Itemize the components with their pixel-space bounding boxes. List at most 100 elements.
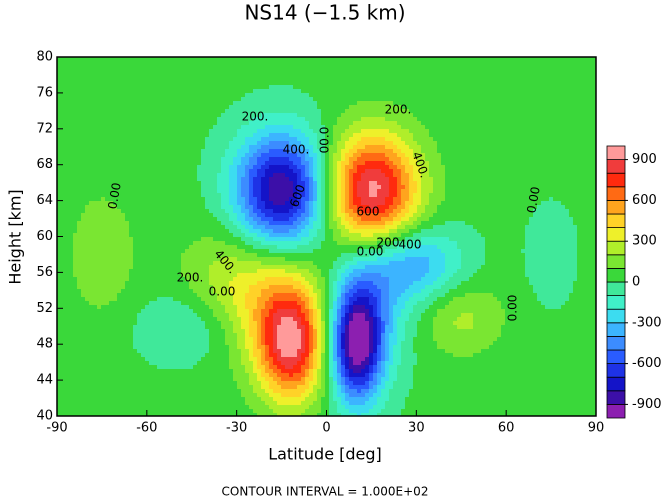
- field-cell: [165, 65, 170, 70]
- field-cell: [217, 269, 222, 274]
- field-cell: [193, 257, 198, 262]
- field-cell: [73, 293, 78, 298]
- field-cell: [261, 261, 266, 266]
- field-cell: [237, 89, 242, 94]
- field-cell: [197, 249, 202, 254]
- field-cell: [109, 317, 114, 322]
- field-cell: [73, 105, 78, 110]
- field-cell: [225, 409, 230, 414]
- field-cell: [113, 377, 118, 382]
- field-cell: [225, 221, 230, 226]
- field-cell: [85, 389, 90, 394]
- field-cell: [209, 241, 214, 246]
- field-cell: [181, 337, 186, 342]
- field-cell: [57, 181, 62, 186]
- field-cell: [269, 377, 274, 382]
- field-cell: [241, 173, 246, 178]
- field-cell: [117, 373, 122, 378]
- field-cell: [157, 393, 162, 398]
- field-cell: [253, 153, 258, 158]
- field-cell: [213, 77, 218, 82]
- field-cell: [157, 313, 162, 318]
- field-cell: [201, 181, 206, 186]
- field-cell: [209, 173, 214, 178]
- field-cell: [93, 397, 98, 402]
- field-cell: [249, 209, 254, 214]
- field-cell: [201, 409, 206, 414]
- field-cell: [233, 177, 238, 182]
- field-cell: [149, 381, 154, 386]
- field-cell: [193, 265, 198, 270]
- field-cell: [181, 405, 186, 410]
- field-cell: [125, 257, 130, 262]
- field-cell: [273, 373, 278, 378]
- field-cell: [65, 381, 70, 386]
- field-cell: [157, 369, 162, 374]
- field-cell: [173, 349, 178, 354]
- field-cell: [201, 145, 206, 150]
- field-cell: [269, 349, 274, 354]
- field-cell: [269, 197, 274, 202]
- field-cell: [261, 57, 266, 62]
- field-cell: [213, 109, 218, 114]
- field-cell: [217, 209, 222, 214]
- field-cell: [169, 121, 174, 126]
- field-cell: [197, 165, 202, 170]
- field-cell: [173, 173, 178, 178]
- field-cell: [77, 149, 82, 154]
- field-cell: [145, 389, 150, 394]
- field-cell: [69, 301, 74, 306]
- field-cell: [193, 325, 198, 330]
- field-cell: [65, 393, 70, 398]
- field-cell: [241, 169, 246, 174]
- field-cell: [249, 69, 254, 74]
- field-cell: [217, 113, 222, 118]
- field-cell: [201, 105, 206, 110]
- field-cell: [145, 393, 150, 398]
- field-cell: [149, 57, 154, 62]
- field-cell: [113, 317, 118, 322]
- field-cell: [93, 77, 98, 82]
- field-cell: [261, 141, 266, 146]
- field-cell: [273, 409, 278, 414]
- field-cell: [257, 185, 262, 190]
- field-cell: [217, 413, 222, 417]
- field-cell: [141, 249, 146, 254]
- field-cell: [61, 237, 66, 242]
- field-cell: [129, 265, 134, 270]
- field-cell: [73, 197, 78, 202]
- field-cell: [265, 409, 270, 414]
- field-cell: [125, 173, 130, 178]
- field-cell: [89, 297, 94, 302]
- field-cell: [133, 65, 138, 70]
- field-cell: [213, 213, 218, 218]
- field-cell: [105, 65, 110, 70]
- field-cell: [233, 173, 238, 178]
- field-cell: [273, 245, 278, 250]
- field-cell: [125, 61, 130, 66]
- field-cell: [69, 333, 74, 338]
- field-cell: [61, 405, 66, 410]
- field-cell: [145, 273, 150, 278]
- field-cell: [189, 213, 194, 218]
- field-cell: [209, 345, 214, 350]
- field-cell: [69, 405, 74, 410]
- field-cell: [145, 261, 150, 266]
- field-cell: [81, 209, 86, 214]
- field-cell: [141, 253, 146, 258]
- field-cell: [81, 197, 86, 202]
- field-cell: [105, 153, 110, 158]
- field-cell: [61, 225, 66, 230]
- field-cell: [117, 217, 122, 222]
- field-cell: [237, 285, 242, 290]
- field-cell: [133, 157, 138, 162]
- field-cell: [213, 389, 218, 394]
- field-cell: [193, 273, 198, 278]
- field-cell: [69, 409, 74, 414]
- field-cell: [245, 333, 250, 338]
- field-cell: [269, 173, 274, 178]
- field-cell: [89, 145, 94, 150]
- field-cell: [117, 281, 122, 286]
- field-cell: [265, 377, 270, 382]
- field-cell: [57, 109, 62, 114]
